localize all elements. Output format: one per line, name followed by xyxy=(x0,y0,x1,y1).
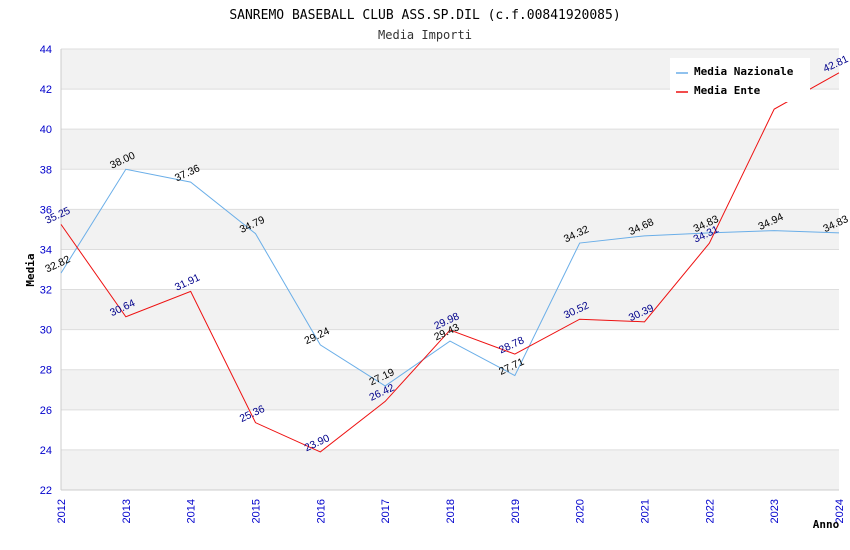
legend: Media Nazionale Media Ente xyxy=(670,58,810,102)
x-tick-label: 2024 xyxy=(834,499,846,523)
data-label: 32.82 xyxy=(43,253,72,275)
y-tick-label: 28 xyxy=(40,365,52,377)
y-axis-label: Media xyxy=(24,253,37,286)
legend-label-nazionale: Media Nazionale xyxy=(694,65,794,78)
series-line-ente xyxy=(60,72,840,453)
grid-bands xyxy=(61,49,839,490)
x-tick-label: 2012 xyxy=(56,499,68,523)
grid-band xyxy=(61,289,839,330)
grid-band xyxy=(61,369,839,410)
x-tick-label: 2020 xyxy=(575,499,587,523)
y-tick-label: 30 xyxy=(40,325,52,337)
y-tick-label: 24 xyxy=(40,445,52,457)
grid-band xyxy=(61,129,839,170)
y-tick-label: 38 xyxy=(40,164,52,176)
y-tick-label: 36 xyxy=(40,204,52,216)
x-axis-label: Anno xyxy=(813,518,840,531)
x-tick-labels: 2012 2013 2014 2015 2016 2017 2018 2019 2020 2021… xyxy=(56,499,846,523)
axes xyxy=(60,49,839,491)
y-tick-label: 34 xyxy=(40,244,52,256)
legend-label-ente: Media Ente xyxy=(694,84,761,97)
x-tick-label: 2016 xyxy=(315,499,327,523)
x-tick-label: 2015 xyxy=(251,499,263,523)
x-tick-label: 2023 xyxy=(769,499,781,523)
y-tick-label: 26 xyxy=(40,405,52,417)
y-tick-label: 32 xyxy=(40,285,52,297)
chart-title: SANREMO BASEBALL CLUB ASS.SP.DIL (c.f.00… xyxy=(229,8,620,23)
x-tick-label: 2022 xyxy=(704,499,716,523)
grid-band xyxy=(61,449,839,490)
series-lines xyxy=(60,72,840,453)
y-tick-label: 42 xyxy=(40,84,52,96)
x-tick-label: 2018 xyxy=(445,499,457,523)
series-line-nazionale xyxy=(60,168,840,387)
x-tick-label: 2017 xyxy=(380,499,392,523)
y-tick-label: 40 xyxy=(40,124,52,136)
x-tick-label: 2021 xyxy=(640,499,652,523)
x-tick-label: 2014 xyxy=(186,499,198,523)
legend-box xyxy=(670,58,810,102)
x-tick-label: 2019 xyxy=(510,499,522,523)
x-tick-label: 2013 xyxy=(121,499,133,523)
y-tick-labels: 22 24 26 28 30 32 34 36 38 40 42 44 xyxy=(40,44,52,497)
chart-subtitle: Media Importi xyxy=(378,28,472,42)
y-tick-label: 22 xyxy=(40,485,52,497)
grid-lines xyxy=(61,48,839,491)
y-tick-label: 44 xyxy=(40,44,52,56)
